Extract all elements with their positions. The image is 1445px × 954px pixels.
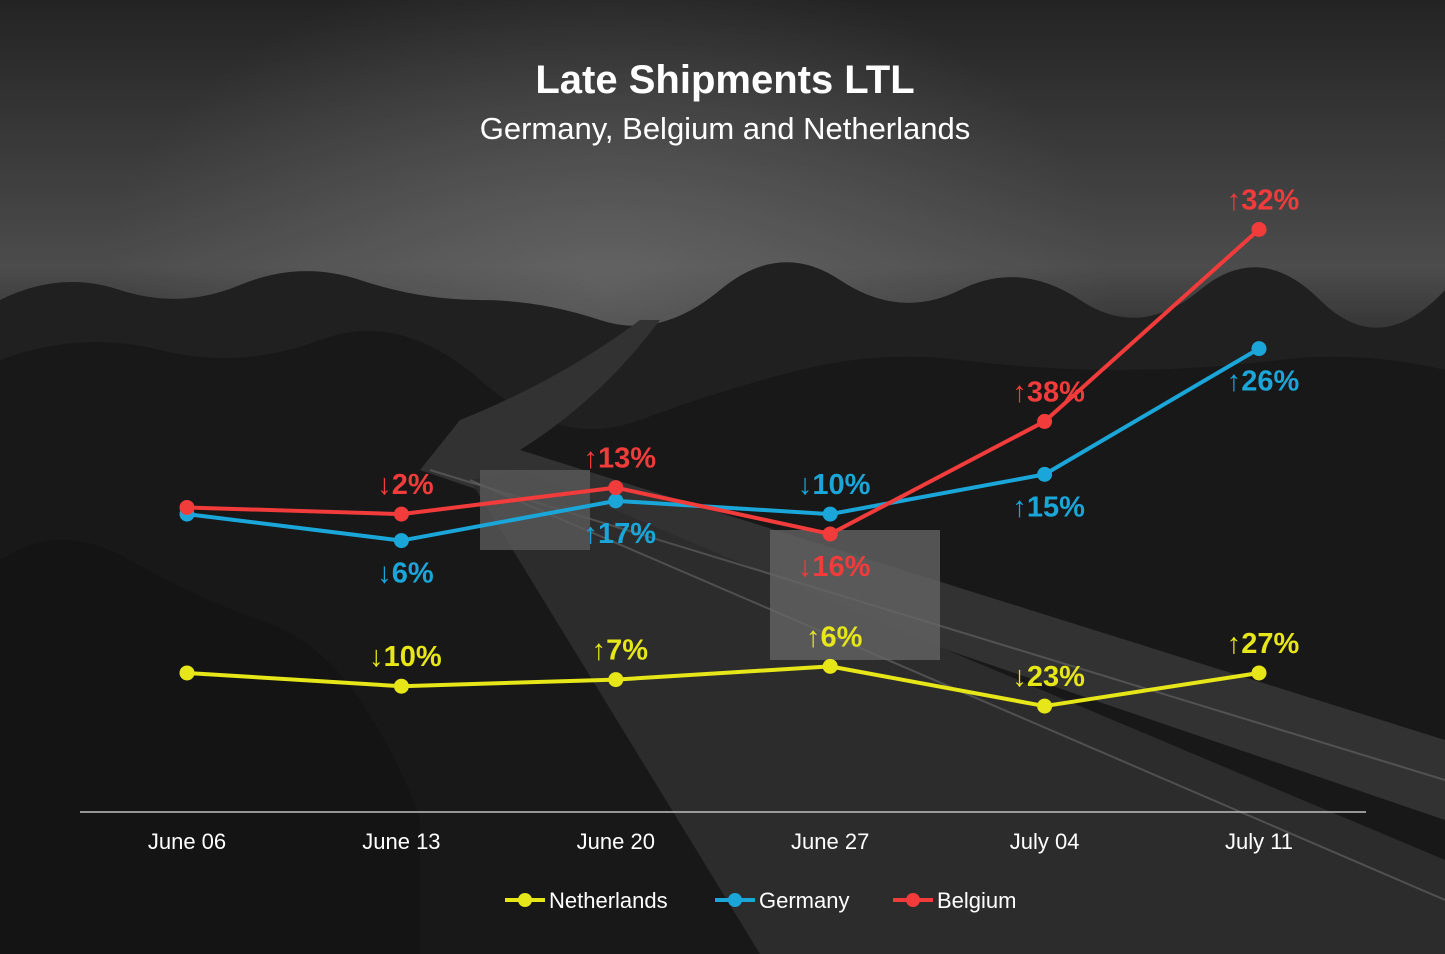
data-point xyxy=(1251,341,1267,357)
data-label: ↑6% xyxy=(806,621,863,653)
series-germany: ↓6% ↑17% ↓10% ↑15% ↑26% xyxy=(179,341,1300,590)
data-point xyxy=(1037,466,1053,482)
data-point xyxy=(179,665,195,681)
chart-title: Late Shipments LTL xyxy=(535,58,914,102)
series-line xyxy=(185,346,1261,543)
data-label: ↑38% xyxy=(1012,376,1085,408)
data-label: ↓10% xyxy=(369,641,442,673)
x-tick-label: June 13 xyxy=(362,829,440,854)
data-point xyxy=(608,672,624,688)
data-label: ↑27% xyxy=(1227,628,1300,660)
legend-swatch-marker xyxy=(728,893,742,907)
series-netherlands: ↓10% ↑7% ↑6% ↓23% ↑27% xyxy=(179,621,1300,714)
data-label: ↓10% xyxy=(798,469,871,501)
data-label: ↓6% xyxy=(377,558,434,590)
series-layer: ↓10% ↑7% ↑6%↓23%↑27%↓6%↑17%↓10%↑15%↑26%↓2%… xyxy=(179,184,1300,714)
data-label: ↑13% xyxy=(584,443,657,475)
data-point xyxy=(1251,221,1267,237)
data-label: ↓2% xyxy=(377,469,434,501)
data-point xyxy=(608,480,624,496)
data-point xyxy=(393,533,409,549)
data-point xyxy=(822,506,838,522)
x-tick-label: June 06 xyxy=(148,829,226,854)
x-tick-label: June 27 xyxy=(791,829,869,854)
data-point xyxy=(608,493,624,509)
legend-swatch-marker xyxy=(518,893,532,907)
series-line xyxy=(185,664,1261,709)
legend-label: Germany xyxy=(759,888,849,913)
data-point xyxy=(179,499,195,515)
legend-item: Belgium xyxy=(893,888,1016,913)
data-point xyxy=(393,678,409,694)
x-tick-label: July 11 xyxy=(1225,829,1293,854)
legend-item: Germany xyxy=(715,888,849,913)
data-label: ↑7% xyxy=(592,635,649,667)
x-tick-label: June 20 xyxy=(577,829,655,854)
legend: Netherlands Germany Belgium xyxy=(505,888,1016,913)
x-axis-ticks: June 06 June 13 June 20 June 27 July 04 July … xyxy=(148,829,1293,854)
legend-item: Netherlands xyxy=(505,888,668,913)
data-label: ↑17% xyxy=(584,518,657,550)
data-point xyxy=(1037,413,1053,429)
data-label: ↑26% xyxy=(1227,366,1300,398)
series-belgium: ↓2% ↑13% ↓16% ↑38% ↑32% xyxy=(179,184,1300,583)
data-label: ↓16% xyxy=(798,551,871,583)
x-tick-label: July 04 xyxy=(1010,829,1080,854)
data-point xyxy=(1251,665,1267,681)
legend-label: Belgium xyxy=(937,888,1016,913)
data-point xyxy=(393,506,409,522)
chart-subtitle: Germany, Belgium and Netherlands xyxy=(480,111,971,146)
data-point xyxy=(822,526,838,542)
legend-label: Netherlands xyxy=(549,888,668,913)
series-line xyxy=(185,227,1261,536)
data-label: ↑32% xyxy=(1227,184,1300,216)
data-point xyxy=(822,658,838,674)
data-label: ↑15% xyxy=(1012,491,1085,523)
data-label: ↓23% xyxy=(1012,661,1085,693)
data-point xyxy=(1037,698,1053,714)
legend-swatch-marker xyxy=(906,893,920,907)
